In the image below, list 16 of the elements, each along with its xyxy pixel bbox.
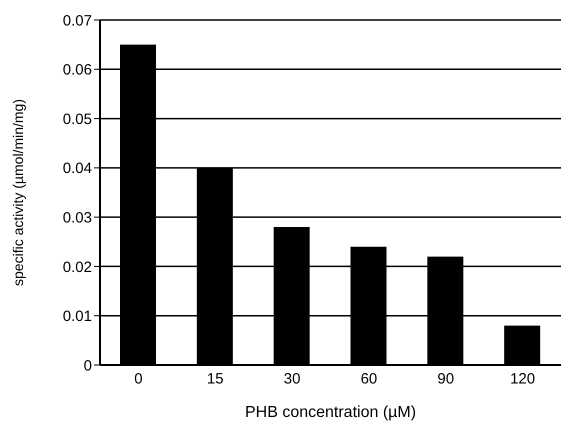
x-axis-title: PHB concentration (µM) <box>244 404 416 421</box>
y-tick-label: 0.03 <box>62 209 92 226</box>
y-tick-label: 0.01 <box>62 308 92 326</box>
x-tick-label: 30 <box>284 370 300 388</box>
x-tick-label: 60 <box>360 370 378 388</box>
x-tick-label: 0 <box>134 370 143 388</box>
y-tick-label: 0.07 <box>62 12 92 30</box>
y-tick-label: 0.02 <box>62 258 92 276</box>
x-tick-label: 15 <box>206 370 224 388</box>
y-tick-label: 0.06 <box>62 62 92 79</box>
y-tick-label: 0.04 <box>62 160 92 178</box>
x-tick-label: 90 <box>437 370 454 388</box>
y-tick-label: 0 <box>84 357 92 374</box>
y-axis-title: specific activity (µmol/min/mg) <box>10 99 26 286</box>
y-tick-label: 0.05 <box>62 110 92 128</box>
x-tick-label: 120 <box>510 370 536 388</box>
